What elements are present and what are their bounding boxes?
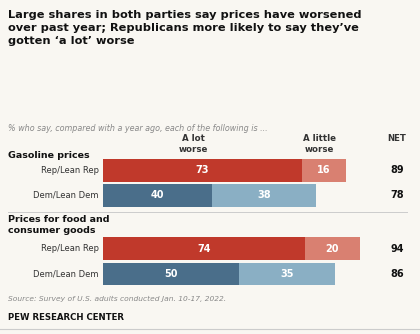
Text: 78: 78: [390, 190, 404, 200]
Text: 16: 16: [317, 165, 331, 175]
Text: Prices for food and
consumer goods: Prices for food and consumer goods: [8, 215, 110, 235]
Text: 73: 73: [196, 165, 209, 175]
Text: 40: 40: [151, 190, 164, 200]
Text: 50: 50: [164, 269, 178, 279]
Bar: [103, 263, 239, 285]
Text: 89: 89: [390, 165, 404, 175]
Text: 74: 74: [197, 244, 211, 254]
Text: NET: NET: [388, 134, 406, 143]
Bar: [212, 184, 316, 207]
Text: A little
worse: A little worse: [303, 134, 336, 154]
Text: Rep/Lean Rep: Rep/Lean Rep: [41, 166, 99, 175]
Text: Dem/Lean Dem: Dem/Lean Dem: [33, 191, 99, 200]
Text: 35: 35: [281, 269, 294, 279]
Bar: [302, 159, 346, 182]
Text: Source: Survey of U.S. adults conducted Jan. 10-17, 2022.: Source: Survey of U.S. adults conducted …: [8, 296, 226, 302]
Text: 86: 86: [390, 269, 404, 279]
Bar: [239, 263, 335, 285]
Text: 94: 94: [390, 244, 404, 254]
Text: 38: 38: [257, 190, 271, 200]
Bar: [305, 237, 360, 260]
Text: Large shares in both parties say prices have worsened
over past year; Republican: Large shares in both parties say prices …: [8, 10, 362, 46]
Bar: [103, 159, 302, 182]
Text: Gasoline prices: Gasoline prices: [8, 151, 90, 160]
Text: Rep/Lean Rep: Rep/Lean Rep: [41, 244, 99, 253]
Text: % who say, compared with a year ago, each of the following is ...: % who say, compared with a year ago, eac…: [8, 124, 268, 133]
Text: 20: 20: [326, 244, 339, 254]
Text: PEW RESEARCH CENTER: PEW RESEARCH CENTER: [8, 313, 124, 322]
Text: Dem/Lean Dem: Dem/Lean Dem: [33, 270, 99, 278]
Bar: [103, 237, 305, 260]
Text: A lot
worse: A lot worse: [178, 134, 208, 154]
Bar: [103, 184, 212, 207]
